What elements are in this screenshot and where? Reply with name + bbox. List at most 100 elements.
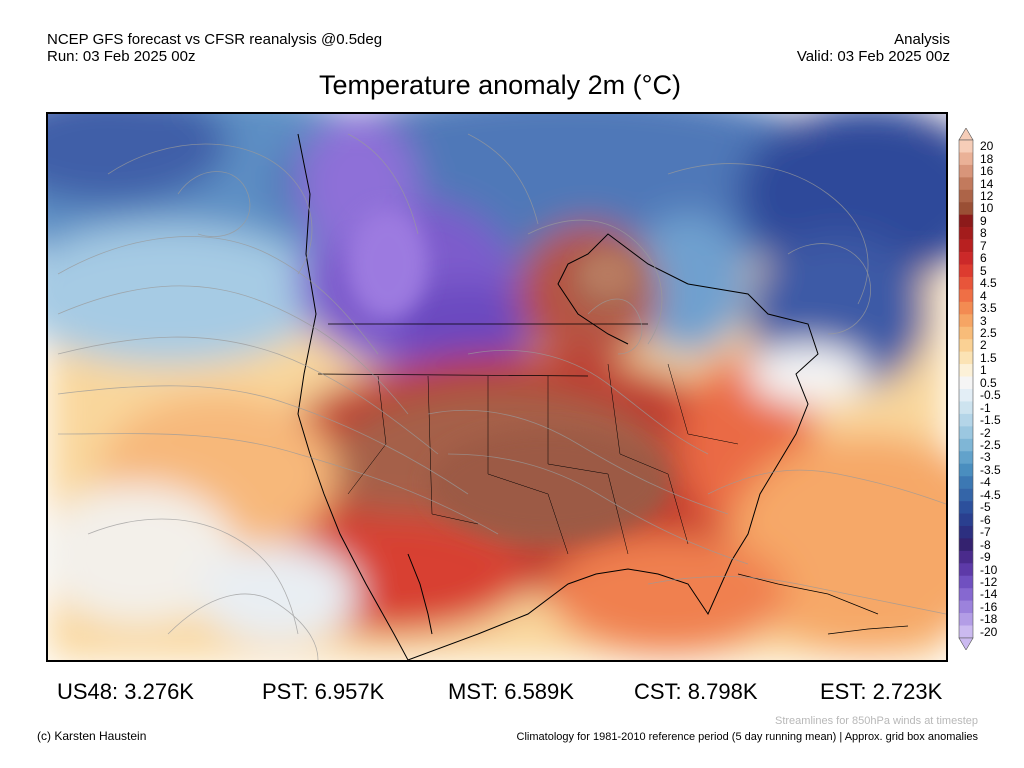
colorbar-label: 16 (980, 164, 994, 179)
colorbar-label: -10 (980, 562, 998, 577)
colorbar-bin (959, 538, 973, 552)
author-credit: (c) Karsten Haustein (37, 729, 147, 743)
colorbar-bin (959, 513, 973, 527)
colorbar-label: -18 (980, 612, 998, 627)
regional-anomalies: US48: 3.276K PST: 6.957K MST: 6.589K CST… (0, 679, 1000, 705)
colorbar-label: 2.5 (980, 325, 997, 340)
stat-mst: MST: 6.589K (448, 679, 574, 704)
colorbar-bin (959, 152, 973, 166)
stat-est: EST: 2.723K (820, 679, 943, 704)
colorbar-bin (959, 525, 973, 539)
streamlines-note: Streamlines for 850hPa winds at timestep (775, 715, 978, 727)
colorbar-label: -1.5 (980, 413, 1001, 428)
colorbar-cap-top (958, 128, 974, 141)
colorbar-label: 7 (980, 238, 987, 253)
colorbar-label: -4 (980, 475, 991, 490)
model-description: NCEP GFS forecast vs CFSR reanalysis @0.… (47, 31, 383, 48)
colorbar-label: 2 (980, 338, 987, 353)
run-time: Run: 03 Feb 2025 00z (47, 48, 196, 65)
colorbar-bin (959, 625, 973, 639)
colorbar-label: 9 (980, 213, 987, 228)
colorbar-bin (959, 575, 973, 589)
colorbar-label: -0.5 (980, 388, 1001, 403)
anomaly-field (48, 114, 946, 660)
colorbar-label: -5 (980, 500, 991, 515)
colorbar-label: -14 (980, 587, 998, 602)
anomaly-map (46, 112, 948, 662)
colorbar-bin (959, 301, 973, 315)
colorbar-bin (959, 588, 973, 601)
colorbar-bin (959, 314, 973, 328)
colorbar-bin (959, 202, 973, 215)
anomaly-core (348, 209, 668, 539)
colorbar-bin (959, 177, 973, 191)
colorbar-bin (959, 463, 973, 477)
colorbar-label: 0.5 (980, 375, 997, 390)
colorbar-label: -2 (980, 425, 991, 440)
colorbar-bin (959, 140, 973, 153)
colorbar-bin (959, 413, 973, 427)
colorbar-bin (959, 476, 973, 489)
colorbar-label: 4 (980, 288, 987, 303)
colorbar-label: 3 (980, 313, 987, 328)
colorbar-bin (959, 613, 973, 626)
colorbar-bin (959, 501, 973, 514)
colorbar-bin (959, 289, 973, 303)
colorbar-label: 18 (980, 151, 994, 166)
colorbar-bin (959, 426, 973, 440)
colorbar-bin (959, 451, 973, 464)
colorbar-bin (959, 438, 973, 452)
colorbar-bin (959, 376, 973, 390)
colorbar-bin (959, 326, 973, 340)
colorbar-label: -1 (980, 400, 991, 415)
colorbar-cap-bottom (958, 637, 974, 650)
colorbar-label: -8 (980, 537, 991, 552)
coastlines (297, 133, 909, 660)
colorbar-bin (959, 189, 973, 203)
map-title: Temperature anomaly 2m (°C) (319, 70, 681, 100)
colorbar-label: -3 (980, 450, 991, 465)
colorbar-bin (959, 401, 973, 415)
colorbar-bin (959, 550, 973, 564)
colorbar-bin (959, 351, 973, 365)
climatology-note: Climatology for 1981-2010 reference peri… (516, 731, 978, 743)
colorbar-label: -12 (980, 574, 998, 589)
colorbar-label: -3.5 (980, 462, 1001, 477)
valid-time: Valid: 03 Feb 2025 00z (796, 48, 950, 65)
colorbar-label: 1 (980, 363, 987, 378)
colorbar-label: -6 (980, 512, 991, 527)
colorbar-label: 3.5 (980, 301, 997, 316)
colorbar-label: -20 (980, 624, 998, 639)
colorbar-label: -2.5 (980, 438, 1001, 453)
colorbar-bin (959, 264, 973, 278)
colorbar-label: 8 (980, 226, 987, 241)
colorbar-label: 4.5 (980, 276, 997, 291)
colorbar-bin (959, 239, 973, 253)
colorbar-bin (959, 252, 973, 265)
colorbar-label: -9 (980, 550, 991, 565)
colorbar-bin (959, 563, 973, 577)
colorbar-labels: 20 18 16 14 12 10 9 8 7 6 5 4.5 4 3.5 3 2.5 2 1.5 1 0.5 -0.5… (980, 128, 1020, 650)
colorbar-label: 12 (980, 189, 994, 204)
colorbar-label: -16 (980, 599, 998, 614)
stat-us48: US48: 3.276K (57, 679, 194, 704)
colorbar-label: 5 (980, 263, 987, 278)
streamlines (57, 133, 946, 660)
colorbar-bin (959, 164, 973, 178)
colorbar-label: 10 (980, 201, 994, 216)
colorbar-bin (959, 227, 973, 240)
stat-cst: CST: 8.798K (634, 679, 758, 704)
colorbar-bin (959, 600, 973, 614)
stat-pst: PST: 6.957K (262, 679, 385, 704)
colorbar-bin (959, 389, 973, 402)
colorbar-bin (959, 276, 973, 290)
analysis-label: Analysis (894, 31, 950, 48)
header-left: NCEP GFS forecast vs CFSR reanalysis @0.… (47, 31, 382, 65)
colorbar-bin (959, 488, 973, 502)
colorbar (958, 128, 974, 650)
colorbar-bin (959, 364, 973, 377)
colorbar-label: 1.5 (980, 350, 997, 365)
colorbar-bin (959, 214, 973, 228)
colorbar-label: -7 (980, 525, 991, 540)
colorbar-bin (959, 339, 973, 352)
